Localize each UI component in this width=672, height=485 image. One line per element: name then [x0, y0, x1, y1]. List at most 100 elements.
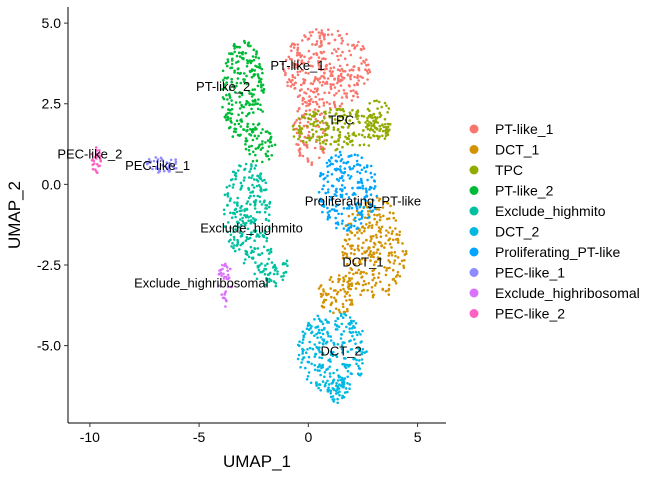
- data-point: [313, 87, 317, 91]
- data-point: [322, 290, 326, 293]
- data-point: [377, 226, 381, 229]
- data-point: [366, 116, 369, 120]
- data-point: [229, 226, 232, 230]
- data-point: [329, 142, 333, 146]
- data-point: [351, 259, 355, 262]
- data-point: [230, 77, 233, 81]
- data-point: [274, 267, 278, 270]
- data-point: [324, 191, 328, 195]
- data-point: [363, 135, 367, 139]
- data-point: [226, 64, 229, 68]
- data-point: [346, 233, 349, 236]
- data-point: [358, 367, 362, 371]
- data-point: [225, 93, 228, 97]
- data-point: [356, 76, 359, 80]
- data-point: [341, 376, 344, 380]
- data-point: [259, 108, 263, 112]
- data-point: [311, 128, 314, 132]
- data-point: [334, 154, 338, 157]
- data-point: [247, 216, 250, 219]
- data-point: [403, 253, 407, 256]
- data-point: [261, 270, 264, 274]
- data-point: [336, 385, 340, 388]
- data-point: [239, 125, 243, 128]
- data-point: [323, 91, 326, 95]
- data-point: [252, 194, 256, 198]
- data-point: [374, 118, 378, 121]
- data-point: [322, 121, 325, 125]
- data-point: [335, 108, 339, 112]
- data-point: [245, 65, 249, 68]
- data-point: [359, 177, 363, 181]
- data-point: [360, 213, 364, 216]
- data-point: [301, 338, 305, 341]
- data-point: [363, 229, 366, 233]
- data-point: [319, 292, 323, 296]
- data-point: [260, 86, 263, 89]
- data-point: [328, 209, 332, 213]
- data-point: [267, 257, 271, 261]
- data-point: [237, 169, 240, 172]
- data-point: [232, 170, 236, 174]
- data-point: [253, 128, 257, 131]
- data-point: [257, 268, 261, 272]
- data-point: [343, 238, 347, 242]
- data-point: [238, 218, 242, 221]
- data-point: [245, 235, 248, 239]
- data-point: [236, 71, 240, 75]
- data-point: [298, 52, 302, 55]
- data-point: [334, 328, 338, 331]
- data-point: [246, 253, 249, 256]
- data-point: [358, 349, 362, 353]
- data-point: [329, 74, 333, 78]
- data-point: [324, 128, 327, 132]
- data-point: [321, 204, 325, 207]
- data-point: [348, 298, 352, 302]
- data-point: [373, 130, 376, 134]
- data-point: [298, 107, 301, 110]
- data-point: [318, 346, 321, 349]
- data-point: [393, 259, 397, 262]
- data-point: [240, 204, 243, 208]
- data-point: [333, 105, 337, 109]
- data-point: [350, 247, 353, 250]
- data-point: [268, 132, 272, 135]
- data-point: [265, 239, 269, 243]
- data-point: [355, 362, 358, 366]
- data-point: [357, 79, 361, 82]
- data-point: [148, 165, 152, 169]
- data-point: [318, 356, 321, 359]
- data-point: [326, 126, 330, 130]
- data-point: [316, 325, 320, 328]
- data-point: [350, 301, 354, 304]
- data-point: [347, 207, 351, 210]
- data-point: [377, 240, 381, 244]
- data-point: [296, 73, 300, 77]
- data-point: [392, 277, 396, 281]
- x-axis-title: UMAP_1: [223, 452, 291, 471]
- data-point: [360, 133, 364, 137]
- data-point: [359, 186, 362, 190]
- data-point: [375, 214, 379, 217]
- data-point: [331, 203, 335, 207]
- x-tick-label: -5: [193, 429, 206, 445]
- data-point: [338, 119, 342, 123]
- data-point: [353, 252, 356, 256]
- data-point: [391, 238, 395, 242]
- data-point: [339, 153, 343, 157]
- data-point: [387, 254, 391, 257]
- data-point: [259, 186, 262, 189]
- data-point: [348, 49, 351, 53]
- data-point: [254, 199, 258, 202]
- data-point: [225, 77, 229, 80]
- data-point: [322, 342, 325, 346]
- data-point: [341, 76, 344, 79]
- data-point: [329, 389, 333, 393]
- data-point: [328, 115, 332, 119]
- data-point: [292, 46, 296, 49]
- data-point: [253, 272, 256, 276]
- data-point: [223, 76, 227, 80]
- data-point: [299, 366, 302, 369]
- data-point: [347, 155, 351, 158]
- data-point: [231, 186, 235, 189]
